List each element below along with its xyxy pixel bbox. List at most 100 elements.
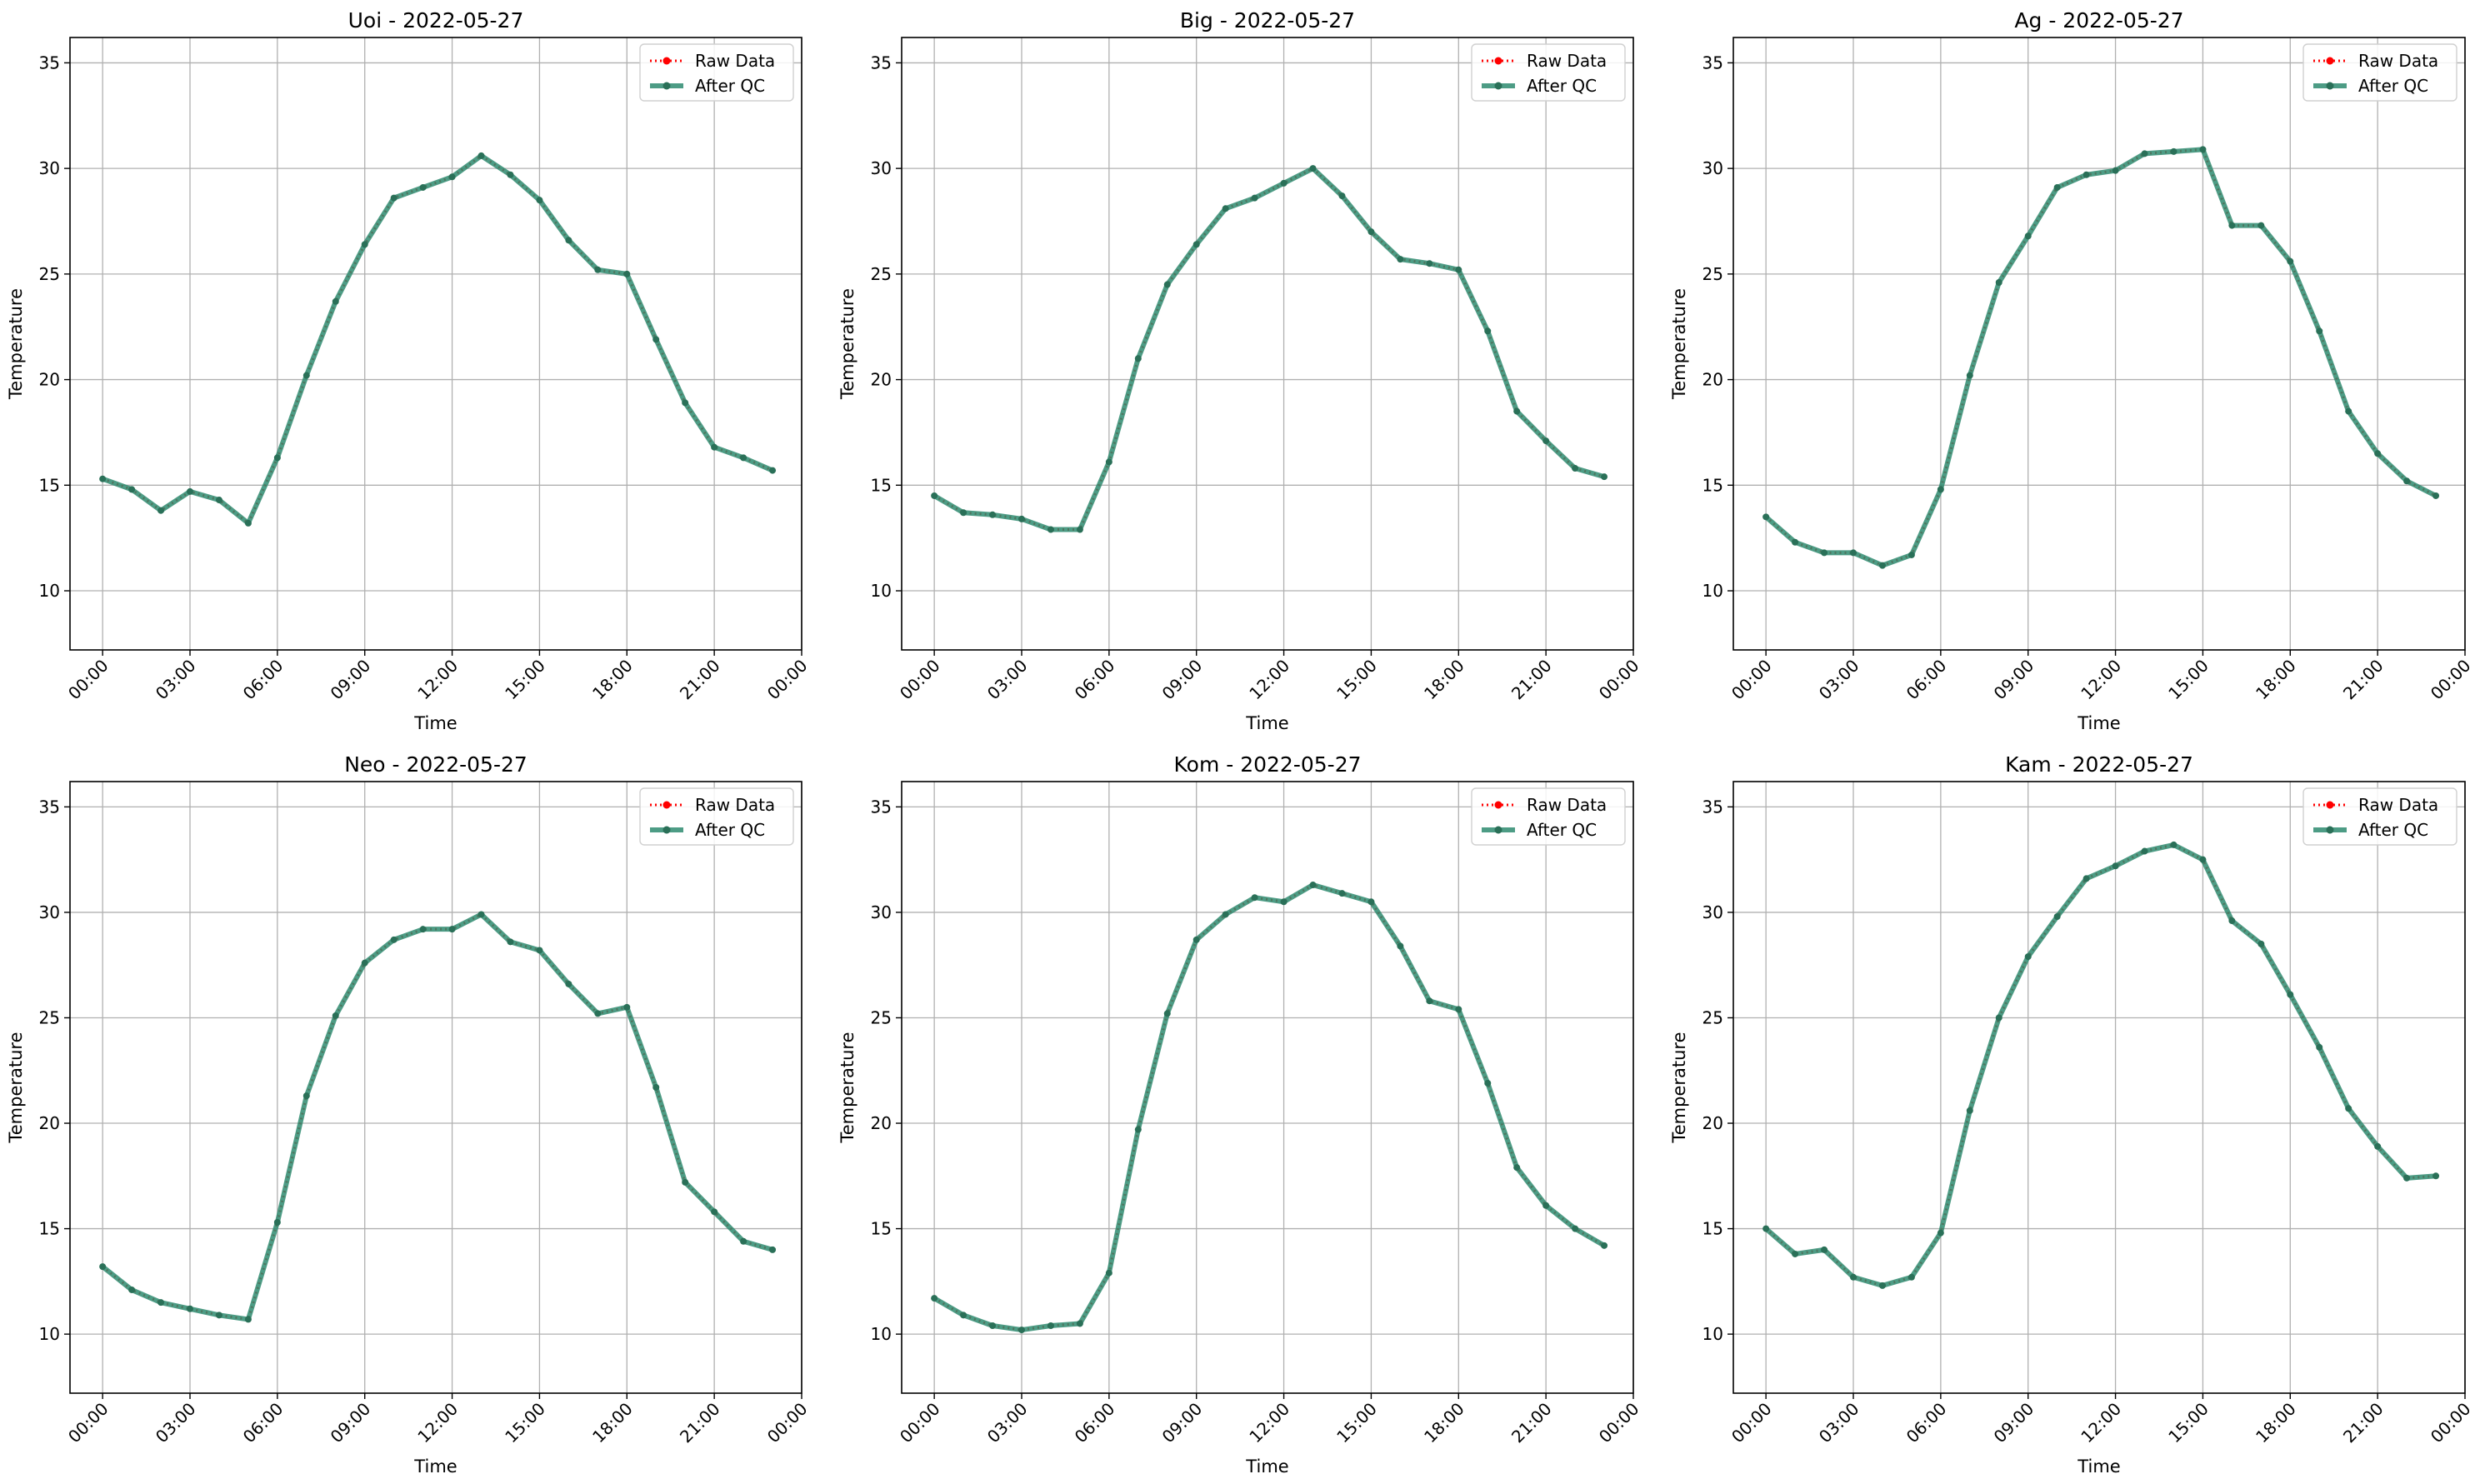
x-tick-label: 00:00 — [64, 1399, 112, 1447]
legend-raw-marker — [2326, 57, 2334, 65]
x-tick-label: 12:00 — [2077, 656, 2125, 704]
y-tick-label: 35 — [39, 797, 60, 817]
after-qc-line — [932, 166, 1605, 532]
after-qc-point — [2170, 841, 2178, 848]
after-qc-point — [507, 938, 514, 946]
after-qc-point — [1192, 936, 1200, 943]
x-tick-label: 09:00 — [327, 1399, 375, 1447]
y-tick-label: 30 — [39, 902, 60, 922]
x-tick-label: 12:00 — [2077, 1399, 2125, 1447]
x-tick-label: 09:00 — [1990, 1399, 2038, 1447]
x-tick-label: 09:00 — [327, 656, 375, 704]
after-qc-point — [1368, 898, 1375, 906]
after-qc-point — [1513, 407, 1521, 415]
raw-data-line — [1765, 147, 2437, 567]
after-qc-point — [1047, 1322, 1054, 1330]
after-qc-point — [1018, 1327, 1026, 1334]
y-tick-label: 15 — [39, 475, 60, 495]
after-qc-point — [1542, 1202, 1550, 1209]
y-tick-label: 35 — [871, 797, 892, 817]
y-axis-label: Temperature — [6, 1032, 26, 1143]
x-tick-label: 18:00 — [588, 656, 637, 704]
after-qc-point — [448, 173, 456, 181]
after-qc-point — [1163, 281, 1171, 288]
legend-raw-label: Raw Data — [695, 795, 775, 815]
after-qc-point — [1397, 256, 1404, 263]
after-qc-point — [2170, 147, 2178, 155]
after-qc-point — [1995, 1014, 2002, 1022]
after-qc-point — [302, 1092, 310, 1100]
x-tick-label: 03:00 — [152, 1399, 200, 1447]
raw-data-line — [1765, 843, 2437, 1287]
x-tick-label: 18:00 — [2252, 656, 2300, 704]
after-qc-point — [1601, 1242, 1608, 1249]
raw-data-line — [102, 154, 773, 526]
after-qc-point — [2024, 232, 2032, 240]
after-qc-point — [1251, 894, 1258, 902]
after-qc-point — [652, 336, 660, 343]
after-qc-point — [2258, 940, 2265, 947]
x-tick-label: 18:00 — [1420, 1399, 1468, 1447]
after-qc-point — [1076, 526, 1083, 533]
x-tick-label: 06:00 — [1071, 656, 1119, 704]
x-tick-label: 15:00 — [2164, 1399, 2212, 1447]
chart-panel-4: 10 15 20 25 30 35 00:00 03:00 06:00 09:00 12:00 15:… — [6, 752, 812, 1477]
after-qc-point — [1338, 890, 1346, 897]
y-tick-label: 10 — [1702, 581, 1723, 601]
chart-panel-1: 10 15 20 25 30 35 00:00 03:00 06:00 09:00 12:00 15:… — [6, 8, 812, 733]
after-qc-point — [1018, 515, 1026, 522]
legend: Raw Data After QC — [1471, 787, 1626, 846]
y-tick-label: 20 — [1702, 1113, 1723, 1133]
after-qc-point — [2432, 1172, 2440, 1180]
y-tick-label: 35 — [871, 52, 892, 72]
y-tick-label: 15 — [871, 475, 892, 495]
after-qc-point — [1908, 551, 1915, 558]
legend-raw-label: Raw Data — [695, 51, 775, 71]
after-qc-point — [1222, 911, 1229, 918]
after-qc-point — [187, 1305, 194, 1312]
x-tick-label: 00:00 — [896, 1399, 944, 1447]
y-tick-label: 10 — [871, 581, 892, 601]
x-tick-label: 06:00 — [1902, 656, 1951, 704]
after-qc-point — [1966, 1107, 1973, 1114]
after-qc-point — [623, 270, 631, 277]
after-qc-point — [594, 1010, 602, 1017]
x-tick-label: 00:00 — [896, 656, 944, 704]
x-tick-label: 15:00 — [1332, 656, 1381, 704]
legend-raw-marker — [662, 801, 671, 809]
raw-data-line — [933, 167, 1605, 532]
chart-title: Big - 2022-05-27 — [1180, 8, 1355, 32]
after-qc-point — [1937, 1229, 1944, 1237]
after-qc-point — [215, 497, 222, 504]
x-tick-label: 00:00 — [763, 1399, 812, 1447]
x-tick-label: 00:00 — [2427, 656, 2475, 704]
after-qc-point — [2287, 991, 2294, 998]
after-qc-point — [2228, 222, 2236, 229]
after-qc-point — [1134, 1126, 1142, 1133]
x-tick-label: 15:00 — [1332, 1399, 1381, 1447]
x-tick-label: 15:00 — [2164, 656, 2212, 704]
legend-raw-label: Raw Data — [2358, 51, 2438, 71]
y-tick-label: 15 — [1702, 1219, 1723, 1239]
chart-panel-6: 10 15 20 25 30 35 00:00 03:00 06:00 09:00 12:00 15:… — [1669, 752, 2475, 1477]
after-qc-point — [565, 980, 572, 987]
legend: Raw Data After QC — [639, 43, 794, 102]
y-tick-label: 30 — [871, 158, 892, 178]
after-qc-point — [1792, 538, 1799, 546]
y-tick-label: 20 — [871, 1113, 892, 1133]
y-axis-label: Temperature — [1669, 288, 1689, 400]
x-tick-label: 18:00 — [2252, 1399, 2300, 1447]
y-tick-label: 20 — [39, 1113, 60, 1133]
after-qc-point — [682, 1178, 689, 1186]
x-tick-label: 21:00 — [2339, 656, 2388, 704]
x-tick-label: 03:00 — [983, 1399, 1032, 1447]
after-qc-point — [536, 947, 543, 954]
after-qc-line — [932, 882, 1606, 1333]
y-axis-label: Temperature — [6, 288, 26, 400]
chart-title: Ag - 2022-05-27 — [2014, 8, 2183, 32]
after-qc-point — [769, 1246, 777, 1253]
after-qc-point — [711, 1208, 718, 1216]
x-tick-label: 18:00 — [1420, 656, 1468, 704]
after-qc-point — [2024, 953, 2032, 961]
legend-qc-label: After QC — [1527, 76, 1597, 96]
